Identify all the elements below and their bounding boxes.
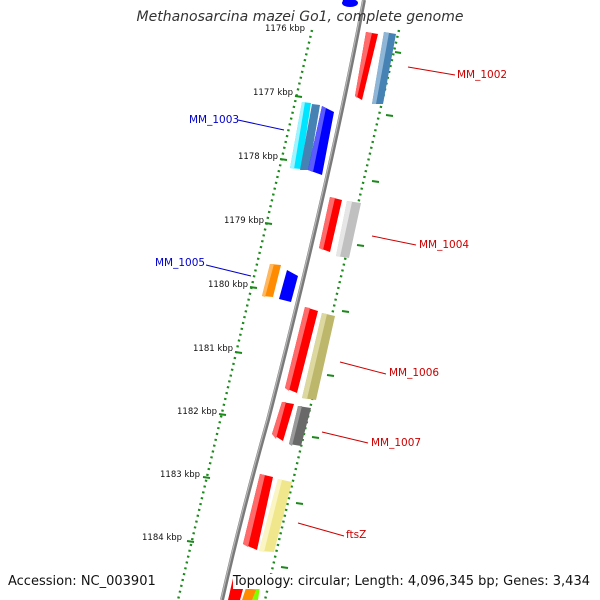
accession-text: Accession: NC_003901 [8,574,156,589]
kbp-ticks [186,95,303,543]
feature-mm1003-steel [300,104,320,170]
gene-label-mm1006[interactable]: MM_1006 [389,367,439,379]
feature-mm1002-red [355,32,378,100]
leader-mm1004 [371,235,417,246]
kbp-label: 1180 kbp [208,280,248,290]
gene-label-mm1005[interactable]: MM_1005 [155,257,205,269]
leader-mm1002 [407,66,456,76]
gene-label-mm1004[interactable]: MM_1004 [419,239,469,251]
gene-label-mm1007[interactable]: MM_1007 [371,437,421,449]
map-title: Methanosarcina mazei Go1, complete genom… [136,9,464,25]
minor-ticks [280,51,402,569]
genome-stats-text: Topology: circular; Length: 4,096,345 bp… [232,574,590,589]
kbp-label: 1179 kbp [224,216,264,226]
genome-backbone [220,0,366,600]
kbp-label: 1176 kbp [265,24,305,34]
reverse-track [176,29,314,600]
leader-mm1007 [321,431,369,444]
kbp-label: 1182 kbp [177,407,217,417]
gene-label-ftsz[interactable]: ftsZ [346,529,366,541]
kbp-label: 1177 kbp [253,88,293,98]
gene-label-mm1002[interactable]: MM_1002 [457,69,507,81]
kbp-labels: 1176 kbp 1177 kbp 1178 kbp 1179 kbp 1180… [142,24,305,543]
kbp-label: 1183 kbp [160,470,200,480]
leader-mm1005 [205,264,252,277]
leader-mm1006 [339,361,387,375]
forward-track [263,29,401,600]
leader-mm1003 [237,119,285,131]
kbp-label: 1181 kbp [193,344,233,354]
kbp-label: 1184 kbp [142,533,182,543]
leader-ftsz [297,522,345,537]
gene-label-mm1003[interactable]: MM_1003 [189,114,239,126]
kbp-label: 1178 kbp [238,152,278,162]
feature-mm1005-blue [279,270,298,302]
